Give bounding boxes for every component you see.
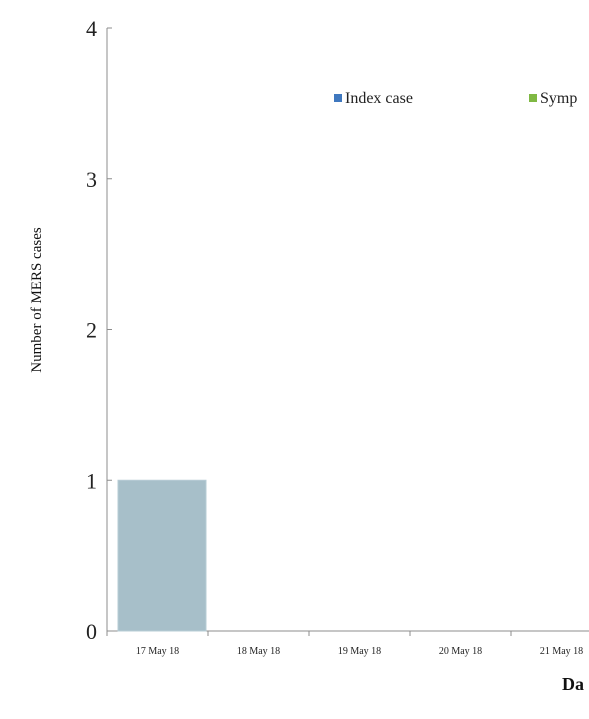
legend-symp-label: Symp [540,90,577,107]
y-tick-label: 1 [86,468,97,493]
legend-index-case-label: Index case [345,90,413,107]
x-tick-label: 17 May 18 [136,646,179,657]
y-tick-label: 4 [86,16,97,41]
x-tick-label: 21 May 18 [540,646,583,657]
y-tick-label: 0 [86,619,97,644]
legend: Index case Symp [334,90,577,107]
x-tick-group: 17 May 18 18 May 18 19 May 18 20 May 18 21 M… [106,631,583,657]
y-tick-group: 0 1 2 3 4 [86,16,112,644]
x-tick-label: 18 May 18 [237,646,280,657]
legend-index-case-swatch [334,94,342,102]
y-tick-label: 3 [86,167,97,192]
legend-symp-swatch [529,94,537,102]
x-tick-label: 19 May 18 [338,646,381,657]
y-axis-title: Number of MERS cases [29,227,45,373]
bar-series-group [117,479,207,632]
y-tick-label: 2 [86,318,97,343]
x-axis-title: Da [562,674,584,694]
x-tick-label: 20 May 18 [439,646,482,657]
bar-index-case [117,479,207,632]
